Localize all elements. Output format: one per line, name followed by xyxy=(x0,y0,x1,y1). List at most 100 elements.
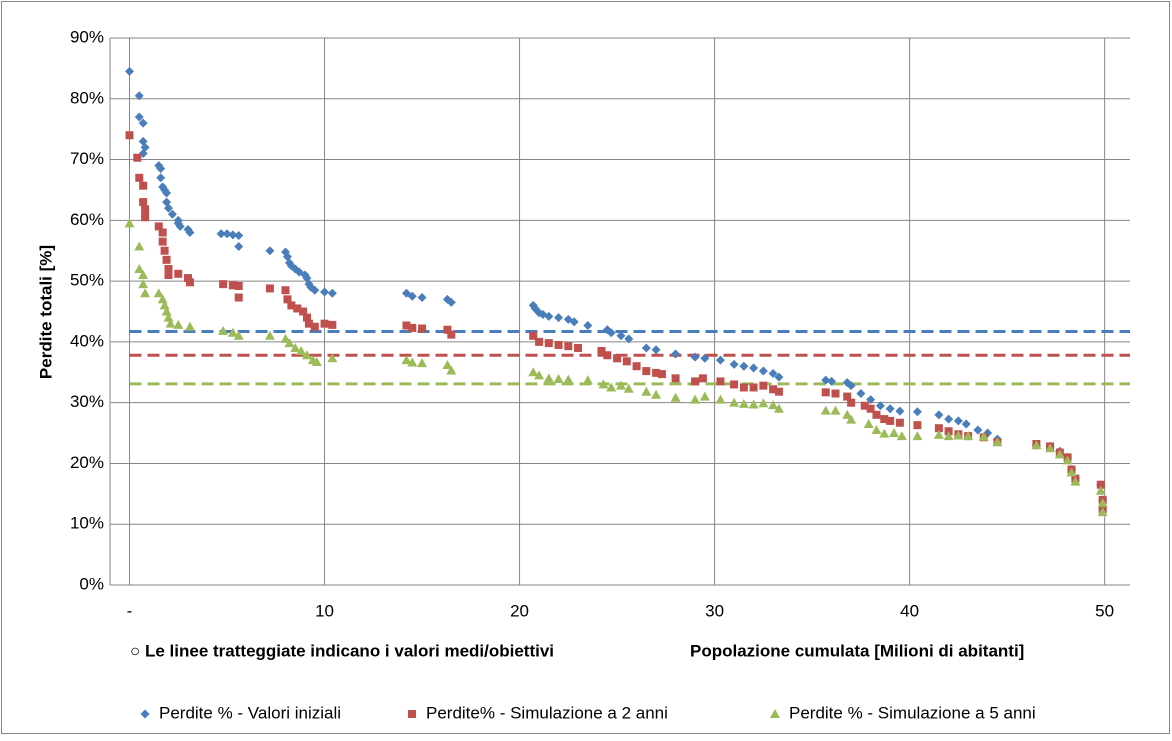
point xyxy=(699,391,710,401)
point xyxy=(856,389,866,399)
annotation: ○ Le linee tratteggiate indicano i valor… xyxy=(130,641,554,660)
point xyxy=(1097,507,1108,517)
point xyxy=(691,377,700,386)
point xyxy=(234,281,243,290)
point xyxy=(623,383,634,393)
point xyxy=(184,321,195,331)
point xyxy=(528,367,539,377)
point xyxy=(885,404,895,414)
point xyxy=(284,338,295,348)
point xyxy=(933,429,944,439)
point xyxy=(158,228,167,237)
point xyxy=(871,425,882,435)
point xyxy=(671,374,680,383)
point xyxy=(185,278,194,287)
y-tick-label: 10% xyxy=(70,514,104,533)
point xyxy=(863,418,874,428)
point xyxy=(582,375,593,385)
point xyxy=(690,394,701,404)
point xyxy=(847,398,856,407)
point xyxy=(739,383,748,392)
y-tick-label: 70% xyxy=(70,149,104,168)
point xyxy=(768,368,778,378)
point xyxy=(218,325,229,335)
point xyxy=(161,306,172,316)
point xyxy=(408,323,417,332)
point xyxy=(159,300,170,310)
point xyxy=(670,392,681,402)
point xyxy=(943,431,954,441)
point xyxy=(163,312,174,322)
point xyxy=(1070,476,1081,486)
legend-marker xyxy=(140,709,150,719)
point xyxy=(227,327,238,337)
point xyxy=(139,181,148,190)
point xyxy=(895,418,904,427)
point xyxy=(657,370,666,379)
point xyxy=(265,284,274,293)
legend-marker xyxy=(770,709,780,718)
x-tick-label: - xyxy=(127,601,133,620)
point xyxy=(729,359,739,369)
point xyxy=(889,428,900,438)
point xyxy=(827,376,837,386)
point xyxy=(281,286,290,295)
point xyxy=(748,399,759,409)
y-tick-label: 0% xyxy=(79,574,104,593)
point xyxy=(698,374,707,383)
point xyxy=(140,288,151,298)
point xyxy=(1031,440,1042,450)
point xyxy=(544,339,553,348)
point xyxy=(738,398,749,408)
point xyxy=(912,431,923,441)
point xyxy=(774,372,784,382)
point xyxy=(700,353,710,363)
point xyxy=(830,405,841,415)
point xyxy=(134,241,145,251)
point xyxy=(603,351,612,360)
point xyxy=(912,407,922,417)
point xyxy=(417,358,428,368)
legend-label: Perdite % - Simulazione a 5 anni xyxy=(789,703,1036,722)
x-tick-label: 40 xyxy=(900,601,919,620)
point xyxy=(418,324,427,333)
point xyxy=(642,367,651,376)
point xyxy=(1097,497,1108,507)
point xyxy=(141,205,150,214)
point xyxy=(320,319,329,328)
point xyxy=(831,389,840,398)
point xyxy=(133,153,142,162)
point xyxy=(265,246,275,256)
point xyxy=(843,392,852,401)
point xyxy=(125,131,134,140)
point xyxy=(446,297,456,307)
point xyxy=(311,356,322,366)
point xyxy=(134,91,144,101)
point xyxy=(175,221,185,231)
point xyxy=(164,264,173,273)
point xyxy=(739,361,749,371)
point xyxy=(446,365,457,375)
point xyxy=(299,307,308,316)
x-tick-label: 50 xyxy=(1095,601,1114,620)
point xyxy=(606,382,617,392)
point xyxy=(963,431,974,441)
point xyxy=(290,342,301,352)
point xyxy=(554,313,564,323)
point xyxy=(934,410,944,420)
x-tick-label: 20 xyxy=(510,601,529,620)
point xyxy=(872,410,881,419)
point xyxy=(749,363,759,373)
point xyxy=(1096,480,1105,489)
point xyxy=(564,342,573,351)
point xyxy=(615,380,626,390)
point xyxy=(842,409,853,419)
point xyxy=(875,401,885,411)
point xyxy=(992,437,1003,447)
point xyxy=(598,379,609,389)
point xyxy=(729,397,740,407)
point xyxy=(749,383,758,392)
point xyxy=(320,287,330,297)
point xyxy=(407,291,417,301)
